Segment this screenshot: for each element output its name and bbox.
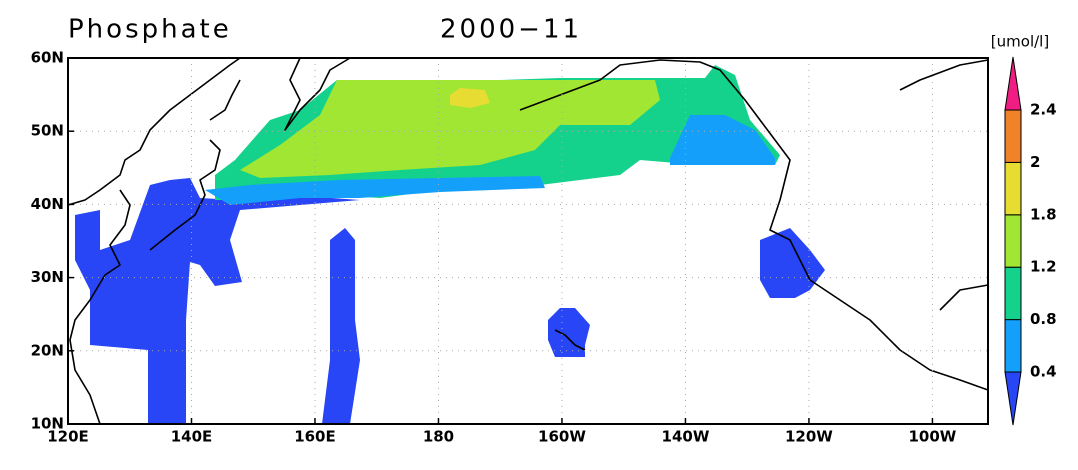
coastline: [519, 59, 989, 391]
coastline: [149, 139, 221, 251]
coastlines: [67, 57, 989, 425]
colorbar-label: 1.2: [1030, 258, 1057, 276]
field-region: [450, 88, 490, 108]
coastline: [67, 57, 241, 206]
colorbar-segment: [1004, 266, 1022, 321]
x-tick-label: 180: [423, 428, 454, 446]
colorbar-segment: [1004, 109, 1022, 163]
colorbar-low: [1004, 371, 1022, 426]
plot-frame: [67, 57, 989, 425]
coastline: [939, 284, 989, 311]
y-tick-label: 30N: [31, 268, 64, 286]
x-tick-label: 160E: [294, 428, 336, 446]
y-tick-label: 50N: [31, 122, 64, 140]
colorbar-high: [1004, 56, 1022, 111]
colorbar-label: 0.8: [1030, 310, 1057, 328]
x-tick-label: 120W: [785, 428, 833, 446]
coastline: [209, 79, 241, 121]
colorbar-segment: [1004, 214, 1022, 268]
coastline: [554, 329, 586, 351]
colorbar-label: 2.4: [1030, 101, 1057, 119]
colorbar-label: 1.8: [1030, 205, 1057, 223]
colorbar: 0.4 0.8 1.2 1.8 2 2.4: [1004, 56, 1057, 426]
y-tick-label: 60N: [31, 49, 64, 67]
field-layer: [75, 65, 825, 424]
x-tick-label: 120E: [47, 428, 89, 446]
field-region: [205, 176, 545, 205]
axes: 120E 140E 160E 180 160W 140W 120W 100W 10N 20N 30N…: [31, 49, 989, 446]
colorbar-segment: [1004, 319, 1022, 373]
coastline: [284, 57, 351, 131]
colorbar-label: 0.4: [1030, 363, 1057, 381]
coastline: [899, 59, 989, 91]
field-region: [75, 178, 360, 424]
y-tick-label: 20N: [31, 341, 64, 359]
coastline: [69, 189, 131, 425]
x-tick-label: 140W: [662, 428, 710, 446]
x-tick-label: 100W: [908, 428, 956, 446]
colorbar-segment: [1004, 161, 1022, 216]
field-region: [322, 228, 360, 424]
y-tick-label: 10N: [31, 415, 64, 433]
x-tick-label: 160W: [538, 428, 586, 446]
field-region: [760, 228, 825, 298]
field-region: [670, 115, 775, 165]
field-region: [240, 80, 660, 178]
map-title: Phosphate: [68, 15, 232, 45]
units-label: [umol/l]: [991, 33, 1049, 51]
y-tick-label: 40N: [31, 195, 64, 213]
colorbar-label: 2: [1030, 153, 1040, 171]
map-date: 2000−11: [440, 15, 582, 45]
field-region: [548, 308, 590, 357]
x-tick-label: 140E: [171, 428, 213, 446]
